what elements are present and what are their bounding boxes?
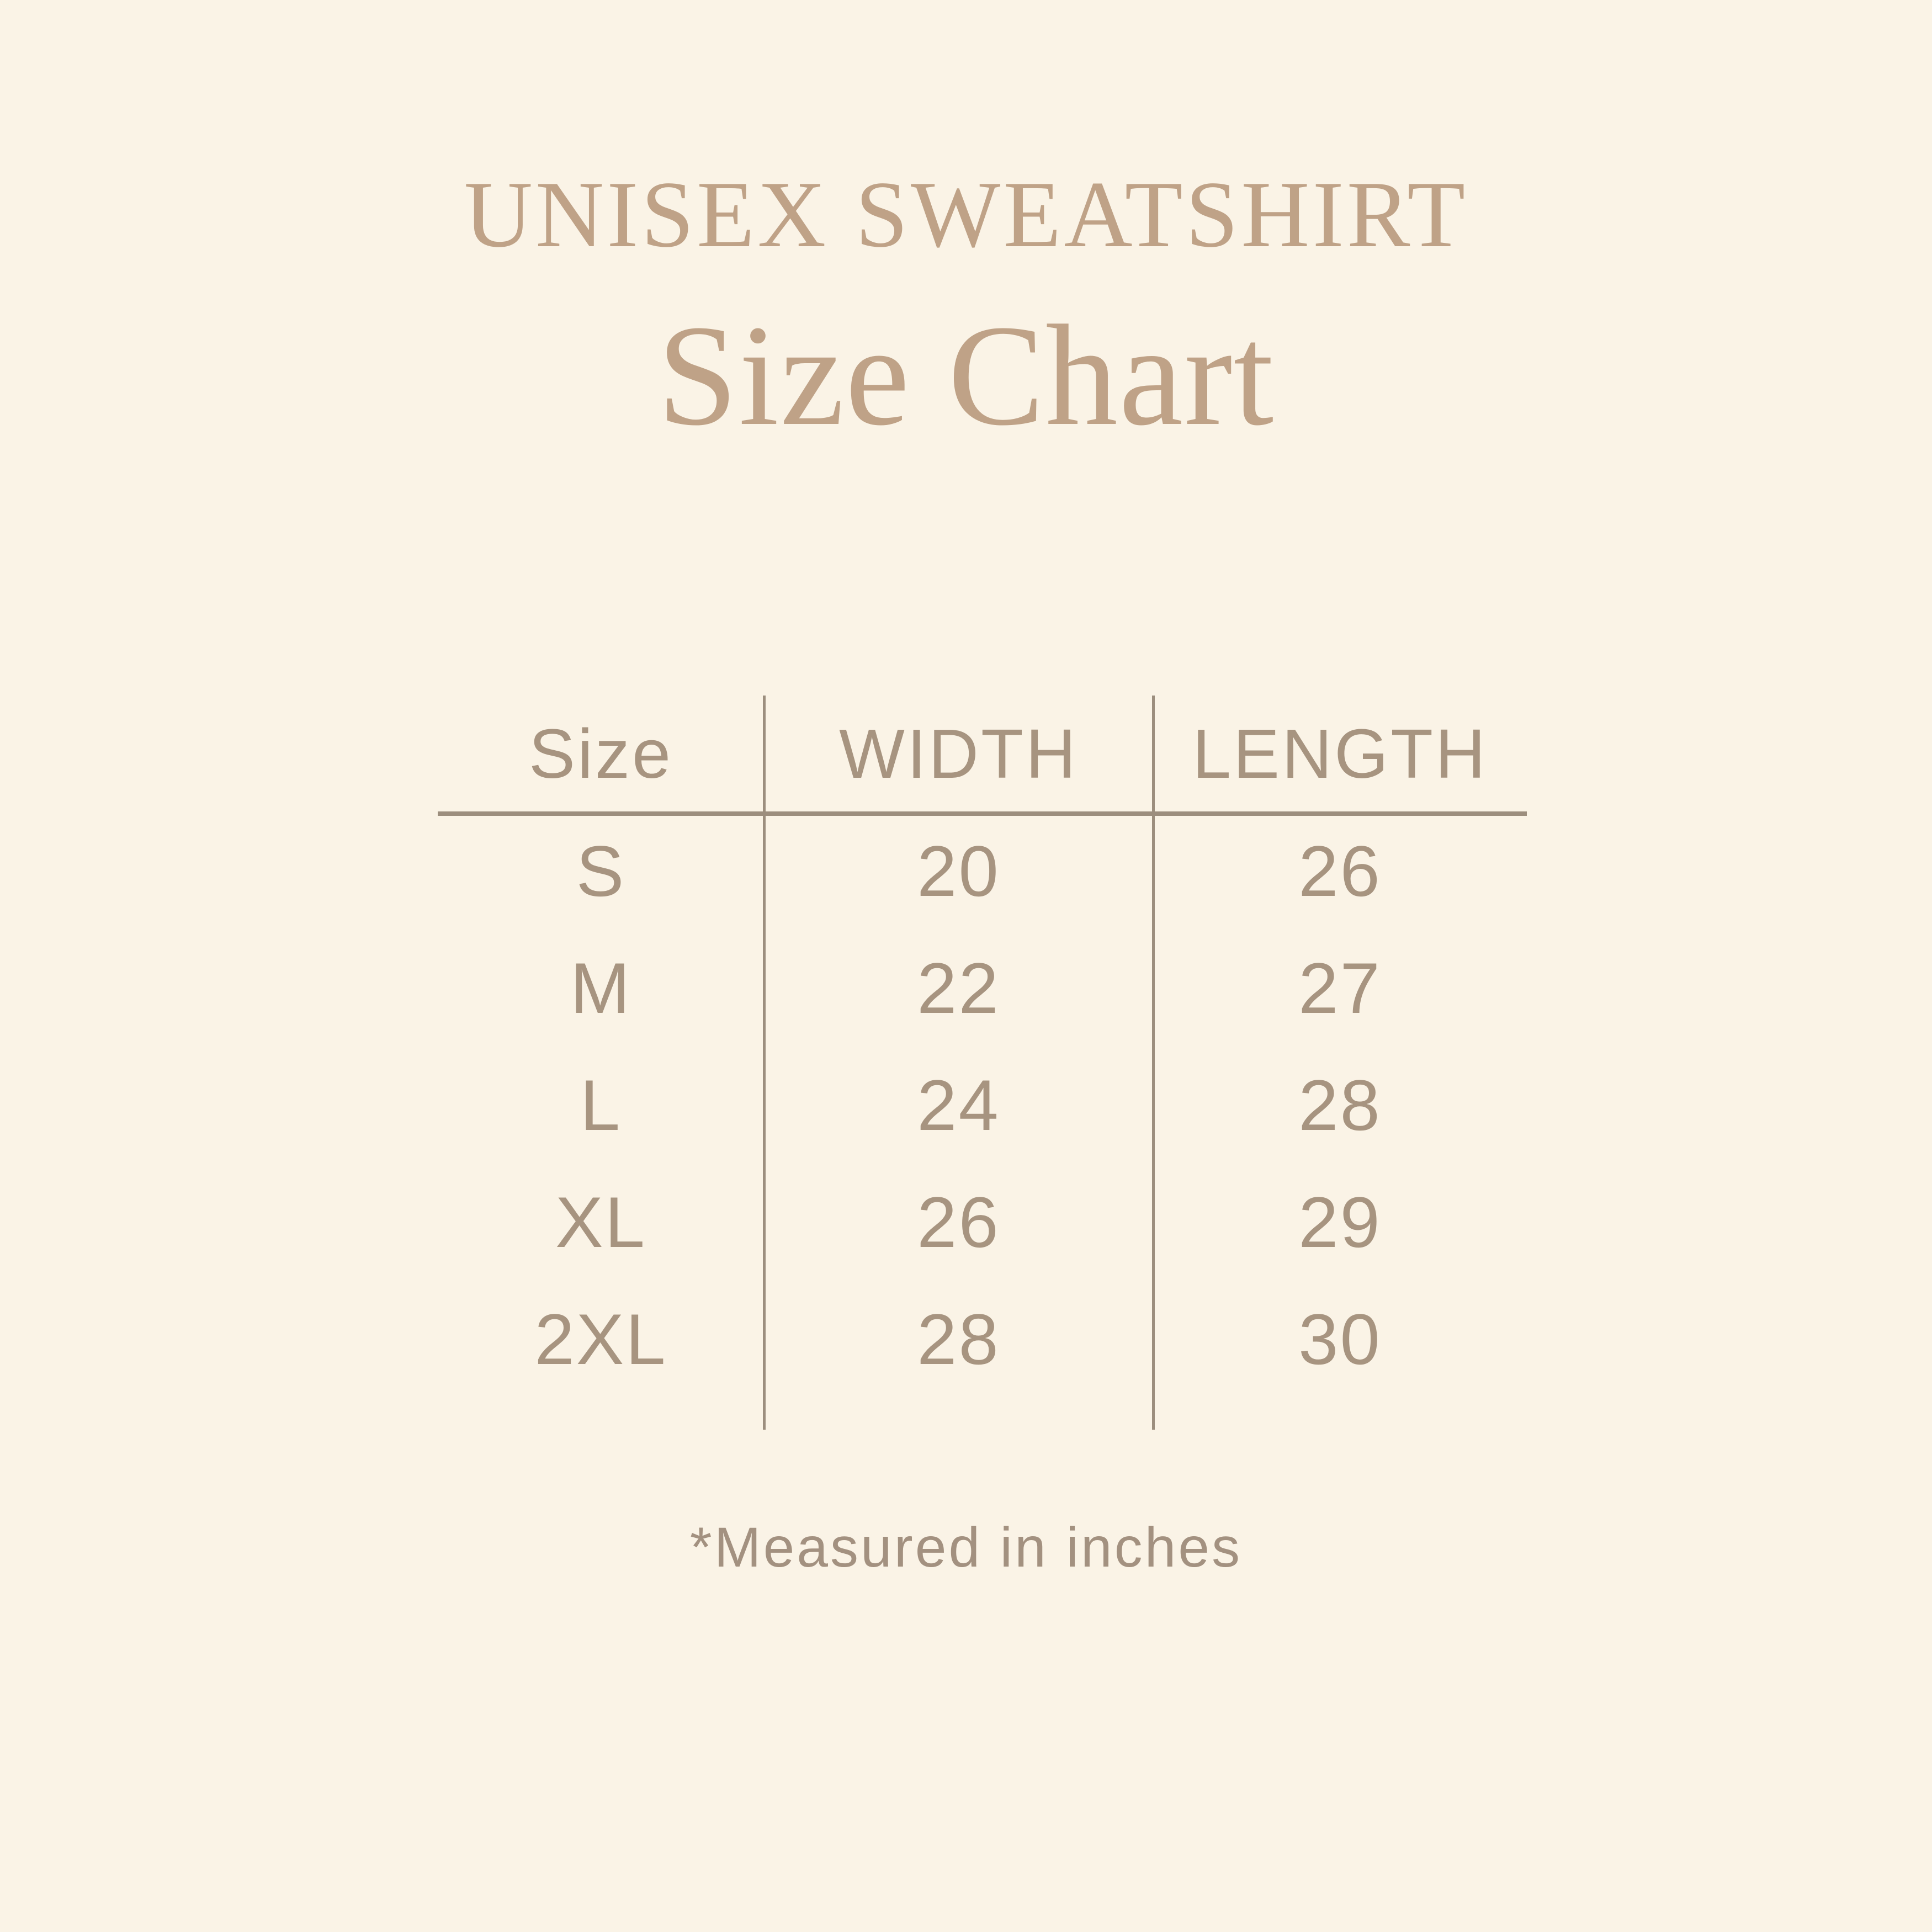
width-cell: 26 — [917, 1182, 1000, 1262]
measurement-note: *Measured in inches — [689, 1516, 1243, 1579]
size-table-grid: Size WIDTH LENGTH S 20 26 M 22 27 L 24 2… — [438, 696, 1527, 1398]
length-cell: 30 — [1298, 1299, 1382, 1379]
length-cell: 26 — [1298, 831, 1382, 911]
column-divider-right — [1152, 696, 1155, 1430]
width-cell: 28 — [917, 1299, 1000, 1379]
column-divider-left — [763, 696, 766, 1430]
width-cell: 24 — [917, 1065, 1000, 1145]
size-cell: XL — [555, 1182, 646, 1262]
size-cell: L — [580, 1065, 622, 1145]
column-header-width: WIDTH — [839, 714, 1078, 793]
header-divider — [438, 811, 1527, 816]
size-cell: M — [570, 948, 632, 1028]
length-cell: 28 — [1298, 1065, 1382, 1145]
width-cell: 22 — [917, 948, 1000, 1028]
page-title: UNISEX SWEATSHIRT — [464, 162, 1468, 267]
page-subtitle: Size Chart — [657, 295, 1275, 455]
size-table: Size WIDTH LENGTH S 20 26 M 22 27 L 24 2… — [438, 696, 1527, 1438]
column-header-length: LENGTH — [1192, 714, 1488, 793]
length-cell: 27 — [1298, 948, 1382, 1028]
length-cell: 29 — [1298, 1182, 1382, 1262]
size-cell: 2XL — [534, 1299, 667, 1379]
width-cell: 20 — [917, 831, 1000, 911]
column-header-size: Size — [528, 714, 673, 793]
size-cell: S — [576, 831, 626, 911]
